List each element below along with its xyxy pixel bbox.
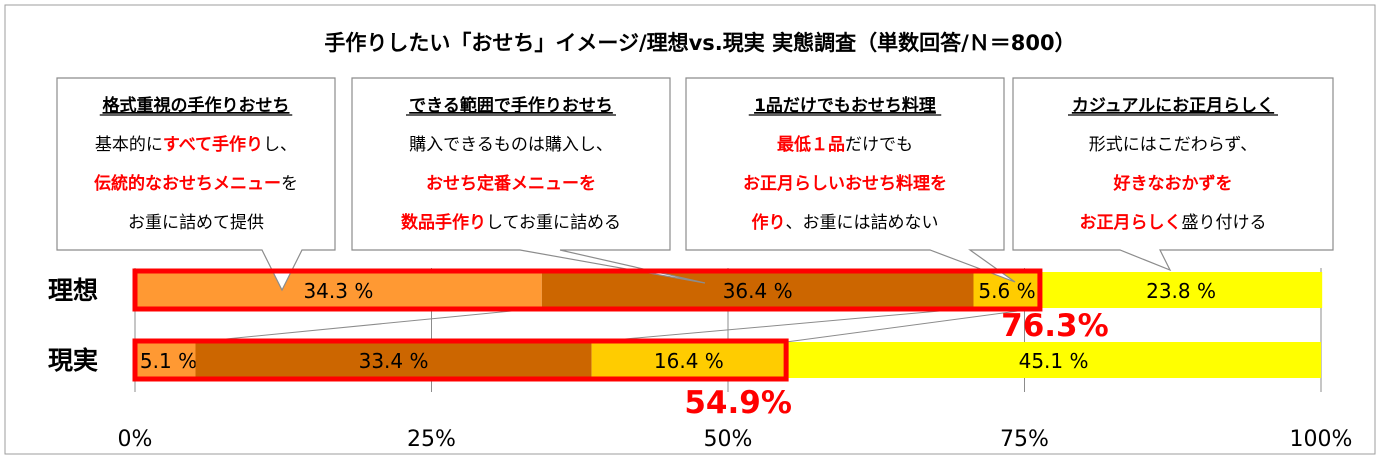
callout-line: お正月らしいおせち料理を (743, 173, 947, 194)
bar-segment (1039, 272, 1323, 308)
x-tick-label: 25% (407, 427, 456, 452)
data-label: 16.4 % (654, 349, 724, 373)
bar-segment (591, 342, 787, 378)
bar-segment (541, 272, 974, 308)
callout-title: 格式重視の手作りおせち (103, 95, 290, 116)
callout-line: おせち定番メニューを (426, 173, 596, 194)
highlight-total-label: 54.9% (684, 385, 792, 421)
chart-title: 手作りしたい「おせち」イメージ/理想vs.現実 実態調査（単数回答/Ｎ＝800） (324, 31, 1075, 55)
callouts-layer: 格式重視の手作りおせち基本的にすべて手作りし、伝統的なおせちメニューをお重に詰め… (56, 77, 1334, 292)
data-label: 45.1 % (1019, 349, 1089, 373)
callout-line: 形式にはこだわらず、 (1089, 135, 1257, 155)
callout-box: 格式重視の手作りおせち基本的にすべて手作りし、伝統的なおせちメニューをお重に詰め… (56, 77, 336, 292)
data-label: 36.4 % (723, 279, 793, 303)
data-label: 34.3 % (303, 279, 373, 303)
callout-title: できる範囲で手作りおせち (409, 95, 613, 116)
callout-line: 数品手作りしてお重に詰める (401, 212, 621, 233)
data-label: 33.4 % (359, 349, 429, 373)
callout-shape (685, 77, 1016, 283)
connector-line (786, 307, 1040, 343)
highlights-layer: 76.3% 54.9% (132, 268, 1109, 421)
bars-layer: 34.3 % 36.4 % 5.6 % 23.8 % 5.1 % 33.4 % 16.4 %… (135, 272, 1323, 378)
bar-segment (786, 342, 1321, 378)
callout-box: 1品だけでもおせち料理最低１品だけでもお正月らしいおせち料理を作り、お重には詰め… (685, 77, 1016, 283)
data-label: 5.6 % (978, 279, 1035, 303)
x-tick-label: 100% (1290, 427, 1353, 452)
callout-shape (1012, 77, 1334, 272)
data-label: 23.8 % (1146, 279, 1216, 303)
bar-segment (135, 272, 542, 308)
callout-line: お正月らしく盛り付ける (1080, 213, 1267, 233)
callout-shape (351, 77, 706, 284)
callout-line: 購入できるものは購入し、 (409, 135, 613, 155)
category-label: 理想 (48, 276, 98, 305)
connector-line (195, 307, 542, 343)
bar-segment (195, 342, 592, 378)
bar-segment (135, 342, 196, 378)
highlight-box (132, 268, 1043, 312)
x-tick-label: 75% (1000, 427, 1049, 452)
callout-line: 最低１品だけでも (777, 134, 913, 155)
callout-line: 伝統的なおせちメニューを (94, 173, 298, 194)
x-tick-label: 0% (118, 427, 153, 452)
callout-line: 好きなおかずを (1113, 173, 1233, 194)
data-label: 5.1 % (140, 349, 197, 373)
value-axis: 0% 25% 50% 75% 100% (118, 427, 1353, 452)
category-label: 現実 (48, 346, 98, 375)
highlight-box (132, 338, 789, 382)
callout-line: 作り、お重には詰めない (752, 212, 939, 233)
callout-line: お重に詰めて提供 (128, 213, 264, 233)
x-tick-label: 50% (704, 427, 753, 452)
callout-box: できる範囲で手作りおせち購入できるものは購入し、おせち定番メニューを数品手作りし… (351, 77, 706, 284)
highlight-total-label: 76.3% (1001, 308, 1109, 344)
callout-title: 1品だけでもおせち料理 (754, 95, 936, 116)
callout-line: 基本的にすべて手作りし、 (95, 134, 297, 155)
connector-line (591, 307, 974, 343)
callout-title: カジュアルにお正月らしく (1072, 96, 1274, 116)
